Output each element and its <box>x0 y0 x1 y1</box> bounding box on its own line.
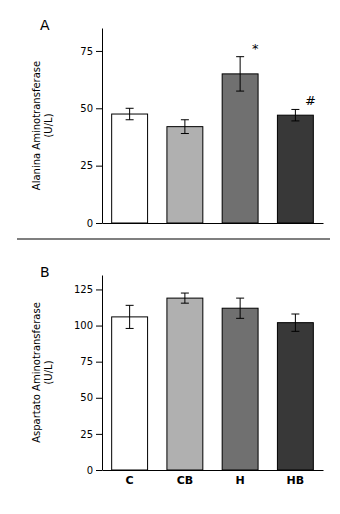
axis-title-line: Alanina Aminotransferase <box>31 61 42 190</box>
panel-label: A <box>40 17 50 33</box>
tick-label: 50 <box>80 103 93 114</box>
tick: 50 <box>80 392 102 403</box>
tick-label: H <box>236 474 245 487</box>
tick: 50 <box>80 103 102 114</box>
axis-line <box>103 223 324 224</box>
axis-title: Aspartato Aminotransferase(U/L) <box>31 302 54 443</box>
separator <box>17 238 330 239</box>
error-bar <box>291 109 299 120</box>
y-axis: 0 25 50 75 <box>80 29 102 229</box>
error-bar <box>181 120 189 134</box>
panel: 0 25 50 75 100 125 C CB H HB B Aspartato Aminotrans… <box>31 264 324 486</box>
tick: 75 <box>80 356 102 367</box>
tick-label: 100 <box>74 320 93 331</box>
panel-label: B <box>40 264 50 280</box>
tick: 0 <box>87 218 102 229</box>
tick: 25 <box>80 429 102 440</box>
axis-title-line: (U/L) <box>43 113 54 137</box>
bar <box>277 115 313 223</box>
tick-mark <box>96 108 102 109</box>
tick-mark <box>96 434 102 435</box>
tick-label: 75 <box>80 46 93 57</box>
bar <box>112 317 148 470</box>
tick: C <box>126 470 134 487</box>
tick: 75 <box>80 46 102 57</box>
error-bar <box>126 305 134 328</box>
tick-label: 0 <box>87 465 93 476</box>
axis-title-line: Aspartato Aminotransferase <box>31 302 42 443</box>
plot-area <box>112 57 314 223</box>
axis-line <box>102 276 103 471</box>
bar <box>222 308 258 470</box>
bar <box>277 323 313 470</box>
tick-label: 125 <box>74 284 93 295</box>
chart-container: 0255075*#AAlanina Aminotransferase(U/L)0… <box>0 0 340 514</box>
panel: 0 25 50 75 * # A Alanina Aminotransferase(U/L) <box>31 17 324 228</box>
tick-label: 75 <box>80 356 93 367</box>
tick: HB <box>287 470 305 487</box>
bar <box>112 114 148 223</box>
tick-mark <box>96 398 102 399</box>
tick-label: HB <box>287 474 305 487</box>
tick-label: 0 <box>87 218 93 229</box>
tick-mark <box>96 470 102 471</box>
annotation: # <box>305 93 316 108</box>
bar <box>222 74 258 223</box>
tick: 25 <box>80 160 102 171</box>
axis-line <box>103 470 324 471</box>
plot-area <box>112 293 314 470</box>
tick: 125 <box>74 284 102 295</box>
axis-title: Alanina Aminotransferase(U/L) <box>31 61 54 190</box>
tick: 100 <box>74 320 102 331</box>
bar <box>167 298 203 470</box>
tick: CB <box>177 470 193 487</box>
tick-label: 25 <box>80 160 93 171</box>
error-bar <box>236 57 244 91</box>
error-bar <box>181 293 189 303</box>
tick-label: CB <box>177 474 193 487</box>
figure: 0255075*#AAlanina Aminotransferase(U/L)0… <box>0 0 340 514</box>
tick-mark <box>96 289 102 290</box>
error-bar <box>236 298 244 318</box>
tick-mark <box>96 326 102 327</box>
tick-mark <box>96 362 102 363</box>
x-axis: C CB H HB <box>103 470 324 487</box>
error-bar <box>291 314 299 331</box>
axis-line <box>102 29 103 224</box>
tick-mark <box>96 51 102 52</box>
tick-mark <box>96 166 102 167</box>
tick-label: 25 <box>80 429 93 440</box>
tick: 0 <box>87 465 102 476</box>
error-bar <box>126 108 134 119</box>
annotation: * <box>252 41 259 56</box>
y-axis: 0 25 50 75 100 125 <box>74 276 103 476</box>
tick-label: 50 <box>80 392 93 403</box>
tick: H <box>236 470 245 487</box>
axis-title-line: (U/L) <box>43 360 54 384</box>
bar <box>167 127 203 223</box>
tick-label: C <box>126 474 134 487</box>
tick-mark <box>96 223 102 224</box>
